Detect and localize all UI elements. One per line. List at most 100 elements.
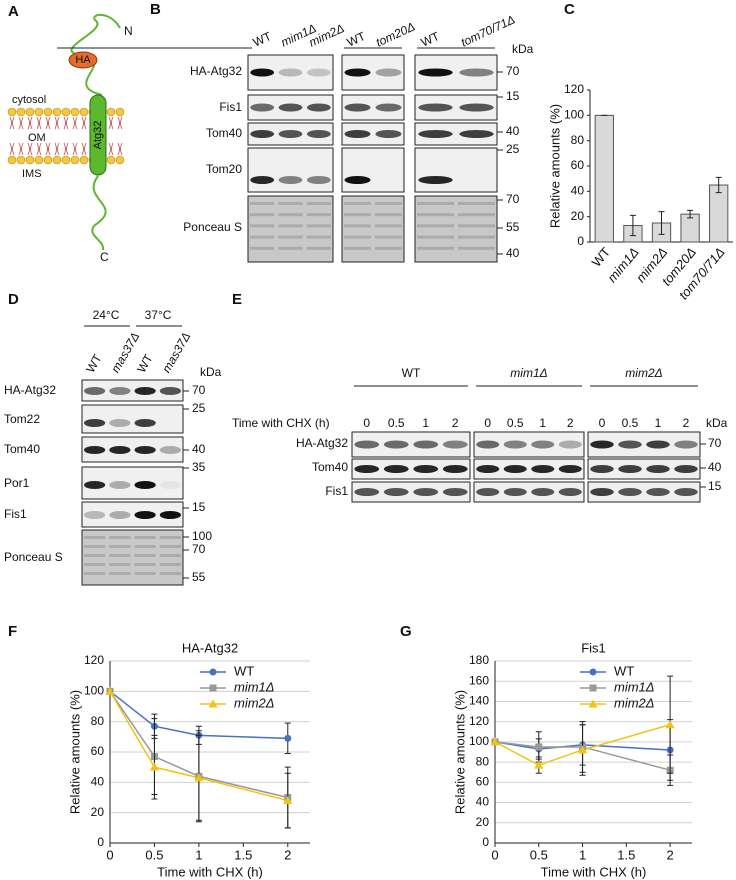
- x-tick-label: 0.5: [145, 847, 163, 862]
- blot-band: [459, 130, 494, 138]
- ponceau-band: [84, 563, 106, 566]
- blot: [81, 529, 184, 586]
- ponceau-band: [278, 235, 303, 239]
- blot: [351, 458, 471, 480]
- ponceau-band: [306, 235, 331, 239]
- blot-band: [674, 488, 698, 496]
- lipid-tail: [36, 116, 42, 130]
- ponceau-band: [250, 213, 275, 217]
- marker-label: 40: [506, 246, 520, 260]
- legend-label: WT: [234, 663, 254, 678]
- marker-label: 70: [192, 383, 206, 397]
- blot-band: [618, 440, 642, 449]
- c-label: C: [100, 250, 109, 264]
- blot-band: [375, 103, 402, 112]
- panel-letter: B: [150, 1, 161, 18]
- lipid-tail: [81, 116, 87, 130]
- marker-label: 15: [192, 500, 206, 514]
- y-tick-label: 80: [476, 754, 490, 768]
- x-axis-label: Time with CHX (h): [157, 864, 263, 879]
- kda-label: kDa: [706, 416, 728, 430]
- y-tick-label: 160: [469, 673, 489, 687]
- blot-band: [84, 419, 106, 427]
- marker-label: 70: [506, 64, 520, 78]
- ponceau-band: [134, 554, 156, 557]
- series-line: [109, 690, 288, 802]
- ponceau-band: [306, 202, 331, 205]
- blot-band: [646, 465, 670, 473]
- ponceau-band: [159, 536, 181, 539]
- ponceau-band: [109, 536, 131, 539]
- ponceau-band: [458, 213, 495, 217]
- blot: [341, 195, 405, 263]
- lipid-head: [43, 107, 53, 117]
- blot-band: [159, 446, 181, 454]
- blot-band: [354, 440, 380, 449]
- blot-band: [590, 488, 614, 496]
- blot: [247, 147, 334, 193]
- legend-marker: [209, 684, 217, 692]
- marker-label: 40: [506, 124, 520, 138]
- y-tick-label: 40: [476, 795, 490, 809]
- blot-band: [84, 387, 106, 395]
- kda-label: kDa: [200, 365, 222, 379]
- x-tick-label: 0: [491, 847, 498, 862]
- lipid-tail: [45, 142, 51, 156]
- y-axis-label: Relative amounts (%): [67, 690, 82, 814]
- y-tick-label: 0: [482, 835, 489, 849]
- data-point: [534, 760, 544, 769]
- row-label: Fis1: [4, 507, 27, 521]
- blot-band: [134, 387, 156, 395]
- blot-band: [84, 511, 106, 519]
- lipid-tail: [108, 142, 114, 156]
- ponceau-band: [250, 224, 275, 228]
- error-bar: [715, 176, 722, 194]
- blot-band: [250, 103, 275, 112]
- membrane-diagram: [7, 14, 125, 251]
- ponceau-band: [159, 554, 181, 557]
- ponceau-band: [417, 202, 454, 205]
- lipid-tail: [63, 142, 69, 156]
- blot: [341, 122, 405, 146]
- blot-band: [503, 440, 527, 449]
- row-label: Tom40: [312, 460, 348, 474]
- marker-label: 15: [708, 479, 722, 493]
- blot-band: [459, 103, 494, 112]
- x-tick-label: 0: [106, 847, 113, 862]
- legend-label: mim2Δ: [234, 695, 275, 710]
- lipid-head: [34, 155, 44, 165]
- y-tick-label: 20: [571, 209, 585, 223]
- lipid-head: [70, 107, 80, 117]
- marker-label: 100: [192, 529, 212, 543]
- x-tick-label: 1.5: [617, 847, 635, 862]
- blot-band: [109, 446, 131, 454]
- chart-title: HA-Atg32: [182, 640, 238, 655]
- panel-letter: A: [8, 3, 19, 20]
- series-line: [494, 723, 671, 766]
- panel-letter: E: [232, 291, 242, 308]
- blot-band: [413, 440, 439, 449]
- y-tick-label: 100: [564, 108, 584, 122]
- marker-label: 15: [506, 89, 520, 103]
- marker-label: 25: [506, 142, 520, 156]
- atg32-helix: [89, 94, 107, 176]
- blot-band: [442, 465, 468, 473]
- marker-label: 40: [192, 442, 206, 456]
- ponceau-band: [344, 224, 371, 228]
- blot-band: [344, 130, 371, 138]
- kda-label: kDa: [512, 42, 534, 56]
- blot-band: [503, 465, 527, 473]
- panel-letter: D: [8, 291, 19, 308]
- x-tick-label: 2: [666, 847, 673, 862]
- time-label: 1: [539, 416, 546, 430]
- data-point: [105, 686, 115, 695]
- data-point: [284, 734, 292, 742]
- blot: [587, 458, 701, 480]
- blot-band: [84, 446, 106, 454]
- blot-band: [476, 488, 500, 496]
- blot-band: [674, 440, 698, 449]
- om-label: OM: [28, 132, 46, 144]
- blot: [351, 481, 471, 503]
- y-tick-label: 80: [91, 714, 105, 728]
- blot: [473, 481, 585, 503]
